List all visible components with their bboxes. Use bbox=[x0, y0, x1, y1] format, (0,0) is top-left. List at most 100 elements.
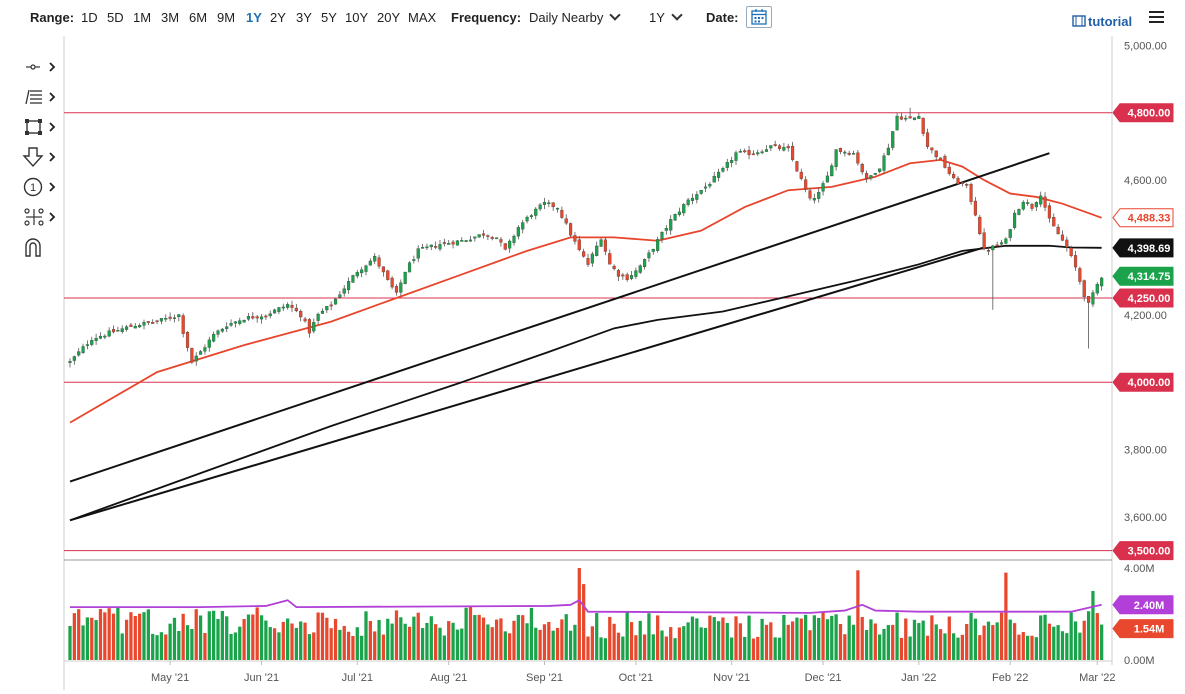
candle-body bbox=[939, 157, 943, 160]
range-button-3y[interactable]: 3Y bbox=[296, 10, 312, 25]
tutorial-link[interactable]: tutorial bbox=[1072, 14, 1132, 29]
time-tick-label: Jun '21 bbox=[244, 672, 279, 684]
candle bbox=[912, 117, 917, 121]
rectangle-tool[interactable] bbox=[22, 116, 58, 138]
magnet-tool[interactable] bbox=[22, 236, 58, 258]
candle bbox=[791, 141, 795, 162]
candle bbox=[817, 187, 821, 203]
candle-body bbox=[495, 237, 499, 240]
candle-body bbox=[542, 202, 547, 205]
candle-body bbox=[703, 186, 708, 189]
candle bbox=[686, 197, 690, 207]
volume-bar bbox=[242, 619, 246, 660]
candle-body bbox=[555, 207, 560, 210]
candle bbox=[1056, 224, 1060, 235]
candle bbox=[220, 327, 224, 333]
period-dropdown[interactable]: 1Y bbox=[649, 9, 683, 25]
candle bbox=[351, 274, 355, 283]
volume-tick-label: 0.00M bbox=[1124, 655, 1155, 667]
candle bbox=[904, 114, 908, 122]
range-button-2y[interactable]: 2Y bbox=[270, 10, 286, 25]
candle-body bbox=[886, 147, 890, 156]
range-button-9m[interactable]: 9M bbox=[217, 10, 236, 25]
candle-body bbox=[664, 228, 668, 231]
volume-bar bbox=[133, 615, 137, 660]
candle bbox=[155, 319, 159, 325]
arrow-tool[interactable] bbox=[22, 146, 58, 168]
candle bbox=[508, 239, 512, 253]
candle-body bbox=[199, 351, 203, 355]
candle bbox=[355, 270, 359, 279]
range-button-20y[interactable]: 20Y bbox=[377, 10, 401, 25]
range-button-5d[interactable]: 5D bbox=[107, 10, 124, 25]
candle-body bbox=[760, 151, 764, 154]
toolbar: Range: 1D 5D 1M 3M 6M 9M 1Y 2Y 3Y 5Y 10Y 20Y MAX Fre… bbox=[0, 0, 1185, 36]
period-value: 1Y bbox=[649, 10, 665, 25]
candle-body bbox=[373, 255, 377, 262]
range-button-3m[interactable]: 3M bbox=[161, 10, 180, 25]
candle-body bbox=[403, 271, 407, 284]
volume-bar bbox=[1095, 613, 1099, 660]
candle bbox=[590, 251, 594, 267]
candle-body bbox=[560, 209, 564, 218]
candle bbox=[407, 261, 412, 273]
candle bbox=[569, 222, 573, 238]
candle bbox=[194, 352, 198, 366]
volume-bar bbox=[407, 626, 412, 660]
candle-body bbox=[629, 275, 634, 279]
candle-body bbox=[516, 227, 520, 237]
candle bbox=[203, 344, 207, 355]
date-picker-button[interactable] bbox=[746, 6, 772, 28]
range-button-max[interactable]: MAX bbox=[408, 10, 437, 25]
price-badge-level: 4,800.00 bbox=[1112, 103, 1174, 123]
candle bbox=[142, 319, 146, 330]
badge-label: 4,488.33 bbox=[1128, 213, 1171, 225]
candle bbox=[660, 231, 664, 243]
candle bbox=[246, 312, 251, 321]
crosshair-tool[interactable] bbox=[22, 56, 58, 78]
candle bbox=[316, 312, 320, 325]
volume-bar bbox=[307, 634, 312, 660]
candle bbox=[259, 314, 264, 324]
volume-bar bbox=[995, 622, 999, 660]
candle-body bbox=[203, 347, 207, 352]
candle-body bbox=[190, 347, 194, 363]
frequency-dropdown[interactable]: Daily Nearby bbox=[529, 9, 622, 25]
range-button-5y[interactable]: 5Y bbox=[321, 10, 337, 25]
candle bbox=[956, 176, 960, 185]
fibonacci-tool[interactable] bbox=[22, 86, 58, 108]
calendar-icon bbox=[751, 9, 767, 25]
numbered-marker-tool[interactable]: 1 bbox=[22, 176, 58, 198]
pattern-tool[interactable] bbox=[22, 206, 58, 228]
range-button-1d[interactable]: 1D bbox=[81, 10, 98, 25]
volume-bar bbox=[638, 620, 642, 660]
volume-bar bbox=[1065, 633, 1069, 660]
range-button-10y[interactable]: 10Y bbox=[345, 10, 369, 25]
candle-body bbox=[986, 250, 991, 252]
volume-bar bbox=[795, 617, 799, 660]
candle-body bbox=[686, 199, 690, 205]
candle-body bbox=[899, 116, 903, 120]
candle-body bbox=[734, 152, 738, 161]
candle bbox=[560, 206, 564, 220]
price-badge-ma_black: 4,398.69 bbox=[1112, 238, 1174, 258]
volume-bar bbox=[416, 612, 420, 660]
range-button-6m[interactable]: 6M bbox=[189, 10, 208, 25]
range-button-1y[interactable]: 1Y bbox=[246, 10, 262, 25]
volume-bar bbox=[90, 617, 94, 660]
volume-bar bbox=[377, 620, 381, 660]
volume-bar bbox=[499, 618, 503, 660]
candle bbox=[238, 317, 242, 326]
candle-body bbox=[1078, 268, 1082, 282]
candle-body bbox=[569, 223, 573, 236]
hamburger-menu-icon[interactable] bbox=[1149, 11, 1164, 24]
candle-body bbox=[172, 317, 177, 319]
candle bbox=[468, 235, 473, 242]
volume-bar bbox=[525, 623, 529, 660]
candle-body bbox=[233, 321, 237, 324]
candle-body bbox=[512, 235, 516, 243]
volume-bar bbox=[669, 627, 673, 660]
volume-bar bbox=[904, 618, 908, 660]
range-button-1m[interactable]: 1M bbox=[133, 10, 152, 25]
